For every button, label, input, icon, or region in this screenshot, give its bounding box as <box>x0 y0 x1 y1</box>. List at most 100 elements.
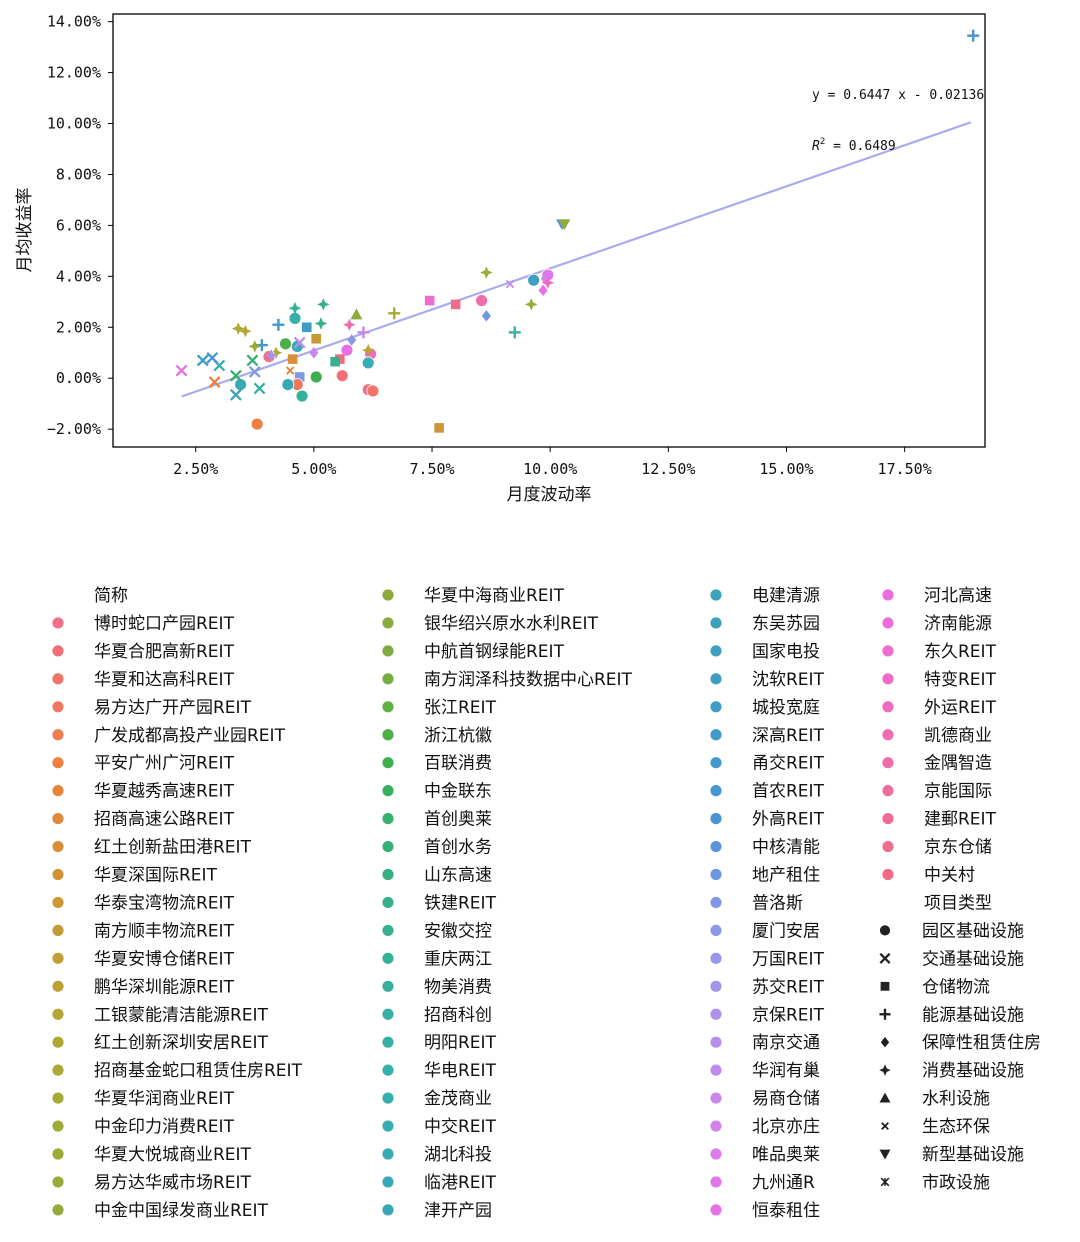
legend-marker <box>51 728 65 742</box>
legend-marker <box>381 616 395 630</box>
y-tick-label: −2.00% <box>47 420 101 438</box>
legend-label: 甬交REIT <box>752 754 825 774</box>
legend-item: 中航首钢绿能REIT <box>381 642 565 662</box>
legend-label: 首创水务 <box>424 838 492 858</box>
x-tick-label: 7.50% <box>409 460 454 478</box>
legend-label: 中交REIT <box>424 1117 497 1137</box>
data-point <box>294 372 305 382</box>
legend-title: 项目类型 <box>924 893 992 913</box>
data-point <box>527 273 541 287</box>
legend-marker <box>881 588 895 602</box>
legend-marker <box>51 979 65 993</box>
legend-label: 首农REIT <box>752 782 825 802</box>
legend-item: 特变REIT <box>881 670 997 690</box>
legend-label: 津开产园 <box>424 1201 492 1221</box>
legend-item: 首创水务 <box>381 838 492 858</box>
legend-marker <box>381 812 395 825</box>
legend-marker <box>381 1035 395 1049</box>
legend-label: 新型基础设施 <box>922 1145 1024 1165</box>
data-point <box>524 298 538 311</box>
data-point <box>229 369 242 382</box>
scatter-points <box>175 29 980 433</box>
legend-item: 招商科创 <box>381 1005 492 1025</box>
legend-item: 银华绍兴原水水利REIT <box>381 614 599 634</box>
legend-label: 地产租住 <box>752 866 820 886</box>
legend-label: 易商仓储 <box>752 1089 820 1109</box>
legend-item: 电建清源 <box>709 586 820 606</box>
data-point <box>231 322 245 335</box>
legend-item: 华夏和达高科REIT <box>51 670 235 690</box>
y-axis-label: 月均收益率 <box>15 188 35 273</box>
legend-item: 中金印力消费REIT <box>51 1117 235 1137</box>
legend-label: 华夏中海商业REIT <box>424 586 565 606</box>
legend-item: 济南能源 <box>881 614 992 634</box>
legend-label: 博时蛇口产园REIT <box>94 614 235 634</box>
data-point <box>196 354 209 367</box>
legend-label: 特变REIT <box>924 670 997 690</box>
plot-frame <box>112 13 986 448</box>
legend-marker <box>709 1007 723 1021</box>
legend-label: 鹏华深圳能源REIT <box>94 977 235 997</box>
legend-marker <box>709 1203 723 1217</box>
legend-marker <box>881 728 895 742</box>
legend-item: 华夏华润商业REIT <box>51 1089 235 1109</box>
legend-marker <box>709 672 723 686</box>
legend-marker <box>709 784 723 798</box>
data-point <box>450 299 461 310</box>
legend-marker <box>879 1064 891 1076</box>
legend-marker <box>709 1035 723 1049</box>
legend-label: 京保REIT <box>752 1005 825 1025</box>
regression-equation: y = 0.6447 x - 0.02136 <box>812 88 984 103</box>
legend-label: 红土创新盐田港REIT <box>94 838 252 858</box>
legend-item: 外运REIT <box>881 698 997 718</box>
legend-item: 平安广州广河REIT <box>51 754 235 774</box>
data-point <box>269 346 283 360</box>
plot-area <box>112 13 986 448</box>
legend-item: 临港REIT <box>381 1173 497 1193</box>
legend-item: 首农REIT <box>709 782 825 802</box>
legend-item: 地产租住 <box>709 866 820 886</box>
legend-item: 水利设施 <box>879 1089 990 1109</box>
legend-marker <box>51 951 65 965</box>
legend-marker <box>381 951 395 965</box>
legend-label: 消费基础设施 <box>922 1061 1024 1081</box>
legend-label: 华泰宝湾物流REIT <box>94 893 235 913</box>
legend-label: 中航首钢绿能REIT <box>424 642 565 662</box>
legend-marker <box>381 979 395 993</box>
legend-label: 首创奥莱 <box>424 810 492 830</box>
legend-label: 水利设施 <box>922 1089 990 1109</box>
legend-label: 铁建REIT <box>424 893 497 913</box>
legend-label: 厦门安居 <box>752 921 820 941</box>
legend-marker <box>51 616 65 630</box>
data-point <box>293 336 306 349</box>
legend-label: 深高REIT <box>752 726 825 746</box>
legend-item: 沈软REIT <box>709 670 825 690</box>
legend-item: 招商基金蛇口租赁住房REIT <box>51 1061 303 1081</box>
legend-item: 南方顺丰物流REIT <box>51 921 235 941</box>
legend-marker <box>880 1177 890 1187</box>
legend-marker <box>709 812 723 825</box>
legend-label: 北京亦庄 <box>752 1117 820 1137</box>
legend-label: 华夏越秀高速REIT <box>94 782 235 802</box>
legend-label: 金茂商业 <box>424 1089 492 1109</box>
legend-label: 广发成都高投产业园REIT <box>94 726 286 746</box>
legend-item: 普洛斯 <box>709 893 803 913</box>
data-point <box>288 301 302 315</box>
y-tick-label: 6.00% <box>56 216 101 234</box>
legend-label: 物美消费 <box>424 977 492 997</box>
legend-item: 甬交REIT <box>709 754 825 774</box>
legend-item: 华泰宝湾物流REIT <box>51 893 235 913</box>
legend-item: 物美消费 <box>381 977 492 997</box>
legend-label: 华电REIT <box>424 1061 497 1081</box>
legend-marker <box>879 1008 891 1020</box>
legend-label: 京能国际 <box>924 782 992 802</box>
data-point <box>538 284 548 297</box>
data-point <box>335 369 349 383</box>
legend-item: 鹏华深圳能源REIT <box>51 977 235 997</box>
legend-item: 易方达广开产园REIT <box>51 698 252 718</box>
legend-marker <box>381 784 395 798</box>
legend-marker <box>381 1119 395 1133</box>
y-tick-label: 0.00% <box>56 369 101 387</box>
data-point <box>330 356 340 367</box>
legend-label: 平安广州广河REIT <box>94 754 235 774</box>
